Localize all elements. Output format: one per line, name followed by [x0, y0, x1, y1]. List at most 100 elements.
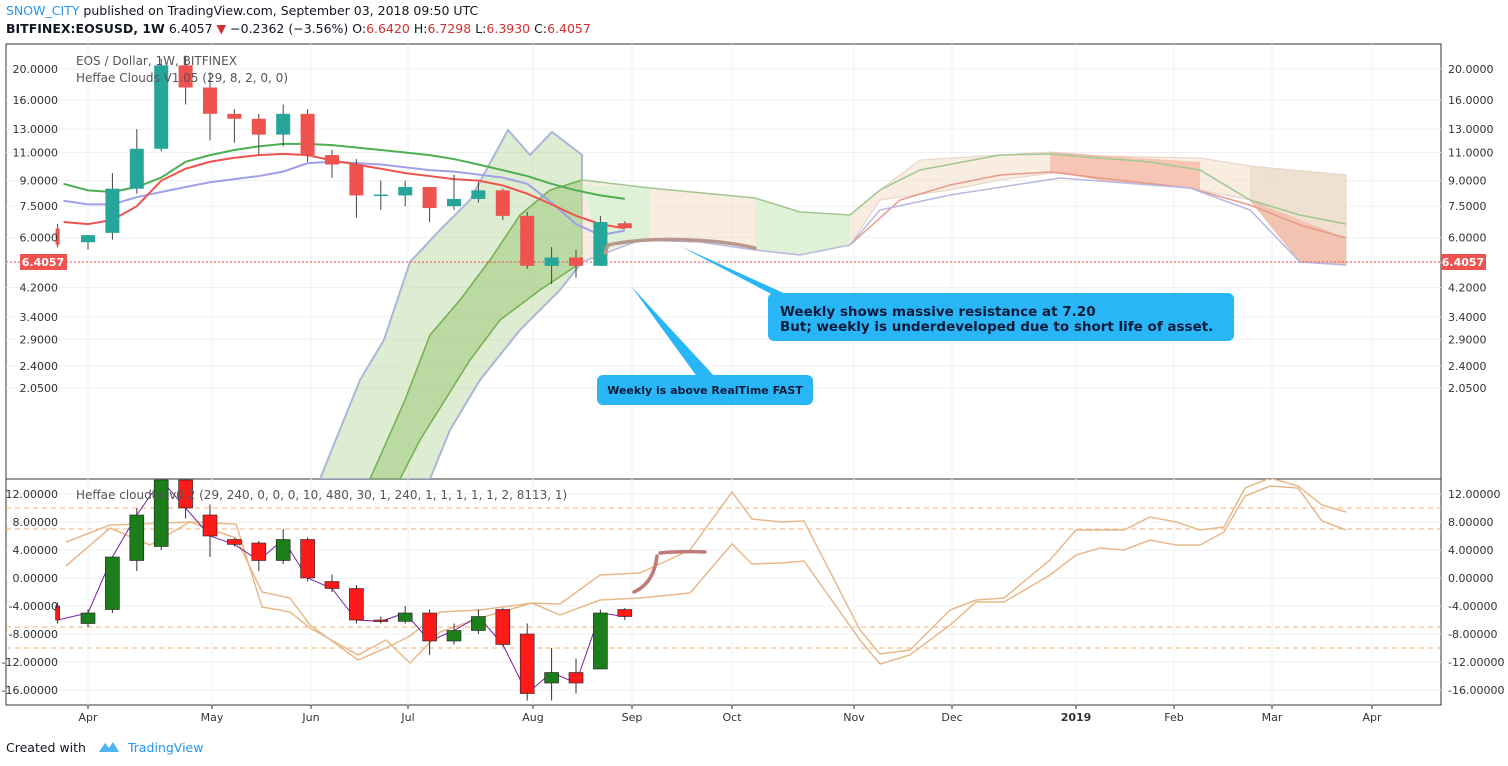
price-candle[interactable] [300, 109, 315, 162]
oscillator-candle[interactable] [80, 609, 96, 628]
candle-body [446, 630, 462, 642]
candle-body [397, 612, 413, 622]
price-candle[interactable] [373, 180, 388, 210]
candle-body [568, 672, 584, 684]
price-candle[interactable] [178, 55, 193, 105]
symbol-name[interactable]: BITFINEX:EOSUSD, 1W [6, 21, 165, 36]
y-tick-label: 4.00000 [13, 544, 59, 557]
oscillator-candle[interactable] [593, 609, 608, 670]
oscillator-candle[interactable] [275, 529, 291, 564]
y-tick-label: 2.0500 [1448, 382, 1487, 395]
price-candle[interactable] [276, 104, 291, 147]
price-candle[interactable] [471, 182, 486, 203]
callout-text-line2: But; weekly is underdeveloped due to sho… [780, 319, 1213, 335]
candle-body [447, 198, 461, 207]
oscillator-candle[interactable] [251, 540, 267, 571]
x-tick-label: Nov [843, 711, 865, 724]
oscillator-candle[interactable] [519, 623, 535, 701]
candle-body [227, 539, 242, 545]
price-candles[interactable] [55, 55, 632, 285]
price-candle[interactable] [349, 159, 364, 218]
price-candle[interactable] [203, 72, 217, 141]
price-candle[interactable] [154, 58, 169, 152]
oscillator-candle[interactable] [471, 609, 486, 635]
high-label: H: [413, 21, 428, 36]
y-tick-label: 3.4000 [20, 311, 59, 324]
oscillator-candle[interactable] [178, 473, 193, 519]
price-candle[interactable] [447, 174, 461, 210]
oscillator-candle[interactable] [495, 608, 511, 647]
oscillator-candle[interactable] [105, 556, 120, 613]
y-tick-label: 4.00000 [1448, 544, 1494, 557]
oscillator-candle[interactable] [55, 602, 60, 624]
price-candle[interactable] [251, 113, 266, 156]
oscillator-candle[interactable] [422, 609, 437, 656]
green-cloud-segment [755, 198, 850, 255]
price-candle[interactable] [520, 211, 535, 269]
change-value: −0.2362 (−3.56%) [230, 21, 349, 36]
y-tick-label: 2.4000 [20, 360, 59, 373]
candle-body [80, 612, 96, 624]
candle-body [105, 556, 120, 610]
candle-body [105, 188, 120, 233]
price-candle[interactable] [398, 180, 413, 207]
close-label: C: [534, 21, 548, 36]
price-candle[interactable] [81, 235, 95, 250]
red-cloud-segment [1250, 200, 1346, 265]
candle-body [373, 619, 389, 622]
price-candle[interactable] [593, 215, 608, 266]
oscillator-candle[interactable] [397, 606, 413, 624]
oscillator-series[interactable] [55, 473, 1347, 701]
oscillator-candle[interactable] [300, 537, 315, 582]
oscillator-candle[interactable] [617, 608, 633, 620]
y-tick-label: 8.00000 [13, 516, 59, 529]
x-tick-label: Dec [941, 711, 962, 724]
callout-text: Weekly is above RealTime FAST [607, 384, 803, 397]
price-candle[interactable] [569, 249, 583, 278]
candle-body [495, 190, 510, 216]
candle-body [325, 155, 339, 165]
y-tick-label: 11.0000 [1448, 147, 1494, 160]
right-price-axis[interactable]: 20.0000 16.0000 13.0000 11.0000 9.0000 7.5000… [1448, 63, 1504, 697]
oscillator-candle[interactable] [544, 648, 559, 701]
oscillator-candle[interactable] [227, 538, 242, 547]
candle-body [544, 257, 559, 266]
time-axis[interactable]: Apr May Jun Jul Aug Sep Oct Nov Dec 2019 Feb Mar Apr [78, 705, 1382, 724]
oscillator-candle[interactable] [373, 616, 389, 624]
candle-body [349, 164, 364, 196]
candle-body [178, 65, 193, 88]
candle-body [275, 539, 291, 561]
oscillator-candle[interactable] [202, 504, 218, 558]
publish-info: published on TradingView.com, September … [83, 3, 479, 18]
price-candle[interactable] [105, 173, 120, 240]
oscillator-candle[interactable] [568, 658, 584, 694]
oscillator-candle[interactable] [349, 585, 364, 624]
candle-body [129, 148, 144, 189]
price-candle[interactable] [227, 109, 242, 143]
last-price-badge-left [20, 254, 67, 270]
y-tick-label: 7.5000 [1448, 200, 1487, 213]
oscillator-candle[interactable] [324, 574, 340, 593]
y-tick-label: 20.0000 [1448, 63, 1494, 76]
red-cloud-segment [1050, 152, 1200, 190]
price-candle[interactable] [55, 224, 60, 248]
price-candle[interactable] [129, 129, 144, 194]
price-candle[interactable] [495, 188, 510, 220]
candle-body [422, 612, 437, 642]
price-candle[interactable] [617, 221, 632, 229]
open-value: 6.6420 [366, 21, 410, 36]
candle-body [471, 190, 486, 199]
price-candle[interactable] [544, 247, 559, 285]
oscillator-candle[interactable] [153, 479, 169, 550]
tradingview-link[interactable]: TradingView [127, 740, 204, 755]
candle-body [55, 228, 60, 245]
price-candle[interactable] [325, 150, 339, 178]
oscillator-candle[interactable] [446, 623, 462, 645]
last-price-label-right: 6.4057 [1442, 256, 1484, 269]
author-link[interactable]: SNOW_CITY [6, 3, 80, 18]
oscillator-candle[interactable] [129, 508, 145, 571]
candle-body [544, 672, 559, 684]
y-tick-label: -4.00000 [9, 600, 58, 613]
candle-body [129, 514, 145, 561]
price-candle[interactable] [422, 187, 437, 223]
